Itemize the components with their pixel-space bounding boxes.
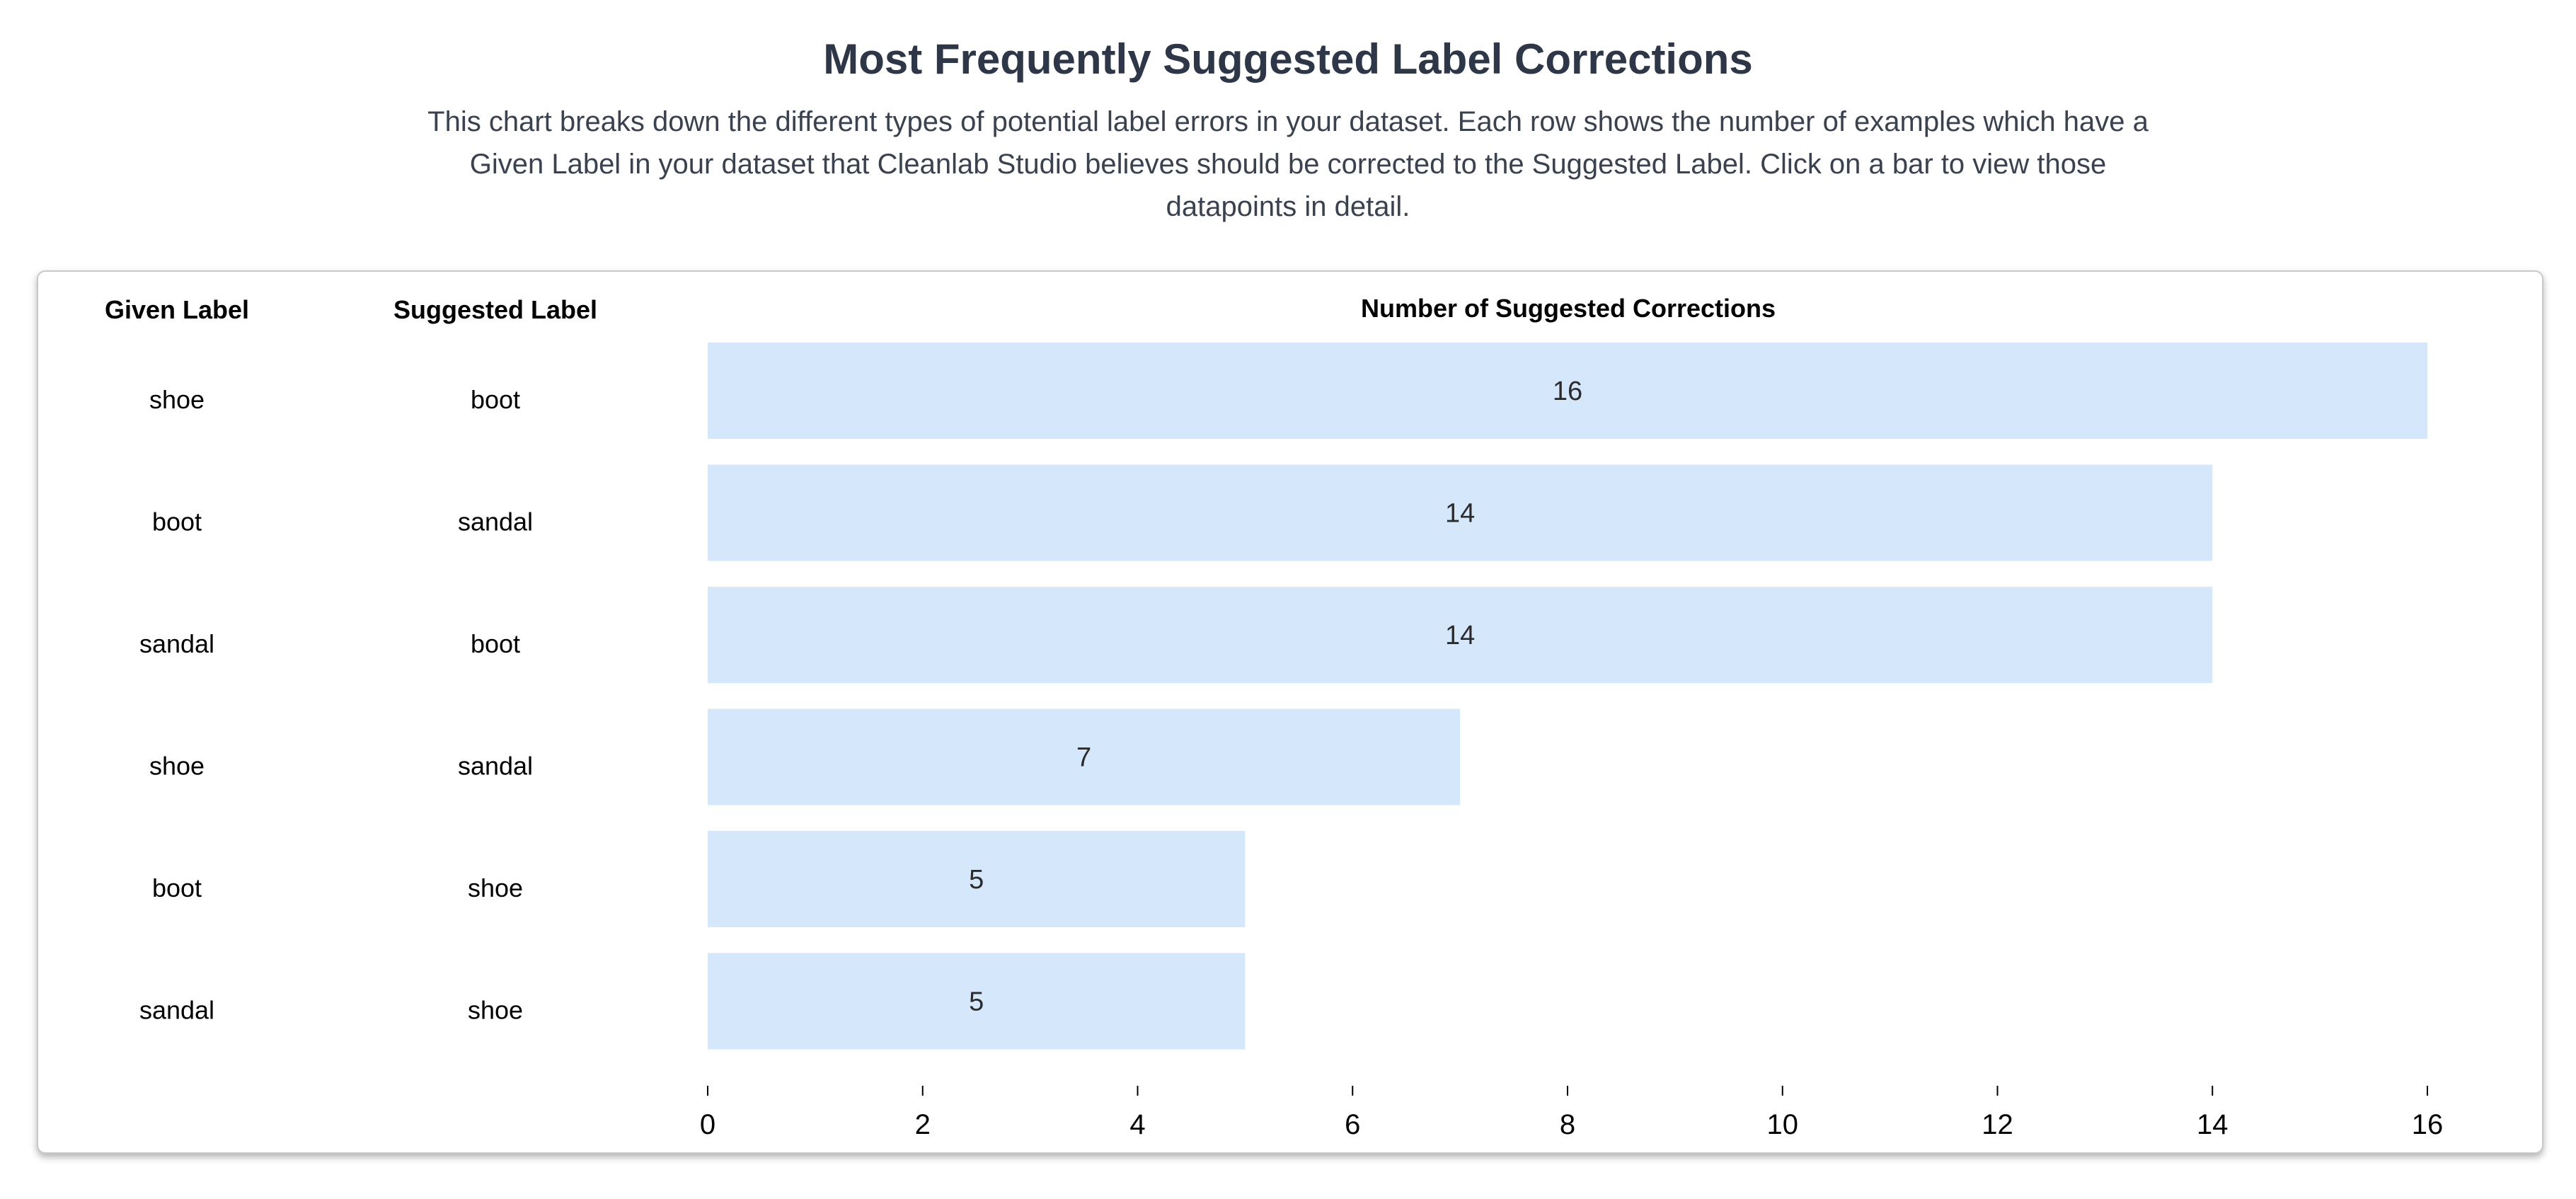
bar[interactable]	[708, 587, 2213, 683]
given-label-header: Given Label	[105, 295, 249, 324]
suggested-label-cell: boot	[471, 385, 520, 414]
x-tick-label: 10	[1767, 1109, 1799, 1140]
chart-row: boot sandal 14	[152, 464, 2213, 561]
page-description: This chart breaks down the different typ…	[427, 106, 2149, 222]
bar[interactable]	[708, 343, 2427, 439]
x-tick-label: 14	[2197, 1109, 2229, 1140]
x-axis: 0 2 4 6 8 10 12 14 16	[700, 1086, 2443, 1140]
suggested-label-cell: boot	[471, 629, 520, 658]
bar[interactable]	[708, 464, 2213, 561]
x-tick-label: 8	[1560, 1109, 1575, 1140]
suggested-label-cell: shoe	[468, 996, 523, 1025]
given-label-cell: sandal	[139, 629, 214, 658]
chart-row: sandal shoe 5	[139, 953, 1246, 1050]
page-title: Most Frequently Suggested Label Correcti…	[823, 35, 1753, 83]
given-label-cell: boot	[152, 873, 202, 902]
given-label-cell: boot	[152, 507, 202, 537]
given-label-cell: shoe	[149, 385, 205, 414]
suggested-label-header: Suggested Label	[393, 295, 597, 324]
given-label-cell: shoe	[149, 752, 205, 781]
suggested-label-cell: shoe	[468, 873, 523, 902]
bar[interactable]	[708, 831, 1246, 927]
count-axis-header: Number of Suggested Corrections	[1361, 294, 1776, 323]
chart-row: shoe sandal 7	[149, 708, 1461, 805]
bar[interactable]	[708, 708, 1461, 805]
x-tick-label: 0	[700, 1109, 715, 1140]
given-label-cell: sandal	[139, 996, 214, 1025]
x-tick-label: 16	[2412, 1109, 2444, 1140]
label-corrections-chart: Given Label Suggested Label Number of Su…	[105, 294, 2443, 1140]
suggested-label-cell: sandal	[458, 507, 533, 537]
suggested-label-cell: sandal	[458, 752, 533, 781]
chart-row: boot shoe 5	[152, 831, 1246, 927]
x-tick-label: 4	[1129, 1109, 1145, 1140]
x-tick-label: 12	[1982, 1109, 2013, 1140]
x-tick-label: 2	[915, 1109, 931, 1140]
chart-row: shoe boot 16	[149, 343, 2427, 439]
chart-row: sandal boot 14	[139, 587, 2213, 683]
chart-card: Given Label Suggested Label Number of Su…	[37, 270, 2543, 1154]
x-tick-label: 6	[1345, 1109, 1360, 1140]
bar[interactable]	[708, 953, 1246, 1050]
